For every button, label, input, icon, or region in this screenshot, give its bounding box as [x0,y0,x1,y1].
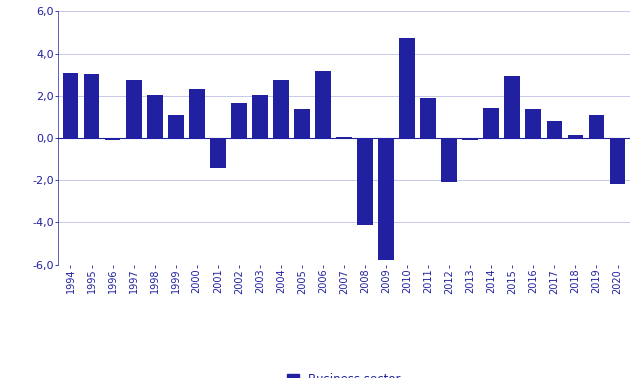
Bar [294,110,310,138]
Bar [62,73,78,138]
Bar [588,115,604,138]
Bar [441,138,457,182]
Bar [168,115,184,138]
Legend: Business sector: Business sector [282,368,406,378]
Bar [231,103,247,138]
Bar [252,95,267,138]
Bar [547,121,562,138]
Bar [504,76,520,138]
Bar [525,110,541,138]
Bar [84,74,100,138]
Bar [105,138,120,140]
Bar [462,138,478,140]
Bar [147,95,163,138]
Bar [378,138,394,260]
Bar [189,90,204,138]
Bar [399,38,415,138]
Bar [210,138,226,167]
Bar [568,135,583,138]
Bar [484,108,499,138]
Bar [315,71,331,138]
Bar [357,138,373,225]
Bar [273,80,289,138]
Bar [126,80,141,138]
Bar [336,137,352,138]
Bar [610,138,626,184]
Bar [421,98,436,138]
